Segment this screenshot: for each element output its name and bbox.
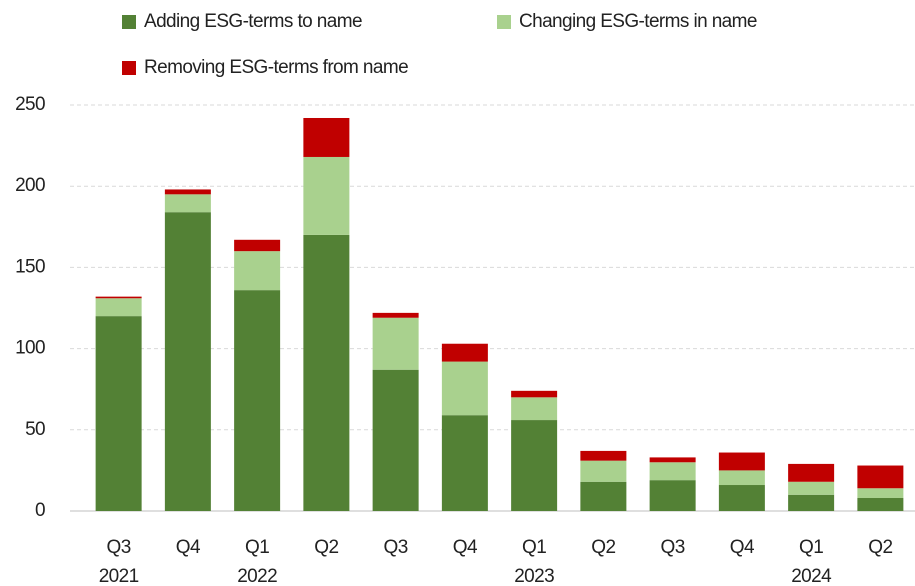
bar-segment [788,463,835,482]
legend-swatch [497,15,511,29]
bar-segment [857,498,904,511]
bar-segment [372,369,419,511]
bar-segment [788,494,835,511]
bar-segment [649,457,696,463]
x-tick-label: Q3 [384,537,408,558]
bar-segment [857,465,904,489]
bar-segment [372,317,419,370]
bar-segment [234,251,281,291]
bar-segment [164,212,211,511]
x-tick-label: Q3 [107,537,131,558]
x-tick-label: Q1 [522,537,546,558]
bar-segment [511,397,558,421]
x-tick-label: Q4 [730,537,755,558]
bar-segment [857,488,904,499]
bar-segment [303,156,350,235]
legend-swatch [122,61,136,75]
bar-segment [788,481,835,495]
bar-segment [580,460,627,482]
y-tick-label: 50 [25,419,45,440]
y-tick-label: 200 [15,175,45,196]
x-tick-label: Q3 [661,537,685,558]
bar-segment [441,343,488,362]
legend-swatch [122,15,136,29]
x-tick-label: Q2 [591,537,615,558]
bar-segment [718,452,765,471]
bar-segment [303,234,350,512]
legend-label: Removing ESG-terms from name [144,57,408,78]
x-year-label: 2023 [514,566,554,586]
x-tick-label: Q1 [245,537,269,558]
bar-segment [95,298,142,317]
x-tick-label: Q1 [799,537,823,558]
bar-segment [95,296,142,299]
x-tick-label: Q4 [453,537,478,558]
bar-segment [441,361,488,416]
bar-segment [511,420,558,511]
x-year-label: 2024 [791,566,832,586]
bar-segment [372,312,419,318]
bar-segment [234,290,281,511]
bar-segment [649,462,696,481]
legend-label: Adding ESG-terms to name [144,11,362,32]
bar-segment [303,117,350,157]
legend-label: Changing ESG-terms in name [519,11,757,32]
y-tick-label: 100 [15,338,45,359]
bar-segment [511,390,558,398]
y-tick-label: 250 [15,94,45,115]
x-year-label: 2021 [99,566,139,586]
bar-segment [580,481,627,511]
x-tick-label: Q2 [868,537,892,558]
bar-segment [441,415,488,511]
bar-segment [580,450,627,461]
bar-segment [718,485,765,511]
y-tick-label: 0 [35,500,45,521]
x-tick-label: Q4 [176,537,201,558]
x-tick-label: Q2 [314,537,338,558]
bar-segment [234,239,281,252]
x-year-label: 2022 [237,566,277,586]
bar-segment [164,194,211,213]
bar-segment [95,316,142,511]
bar-segment [718,470,765,486]
bar-segment [164,189,211,195]
bar-segment [649,480,696,511]
y-tick-label: 150 [15,256,45,277]
